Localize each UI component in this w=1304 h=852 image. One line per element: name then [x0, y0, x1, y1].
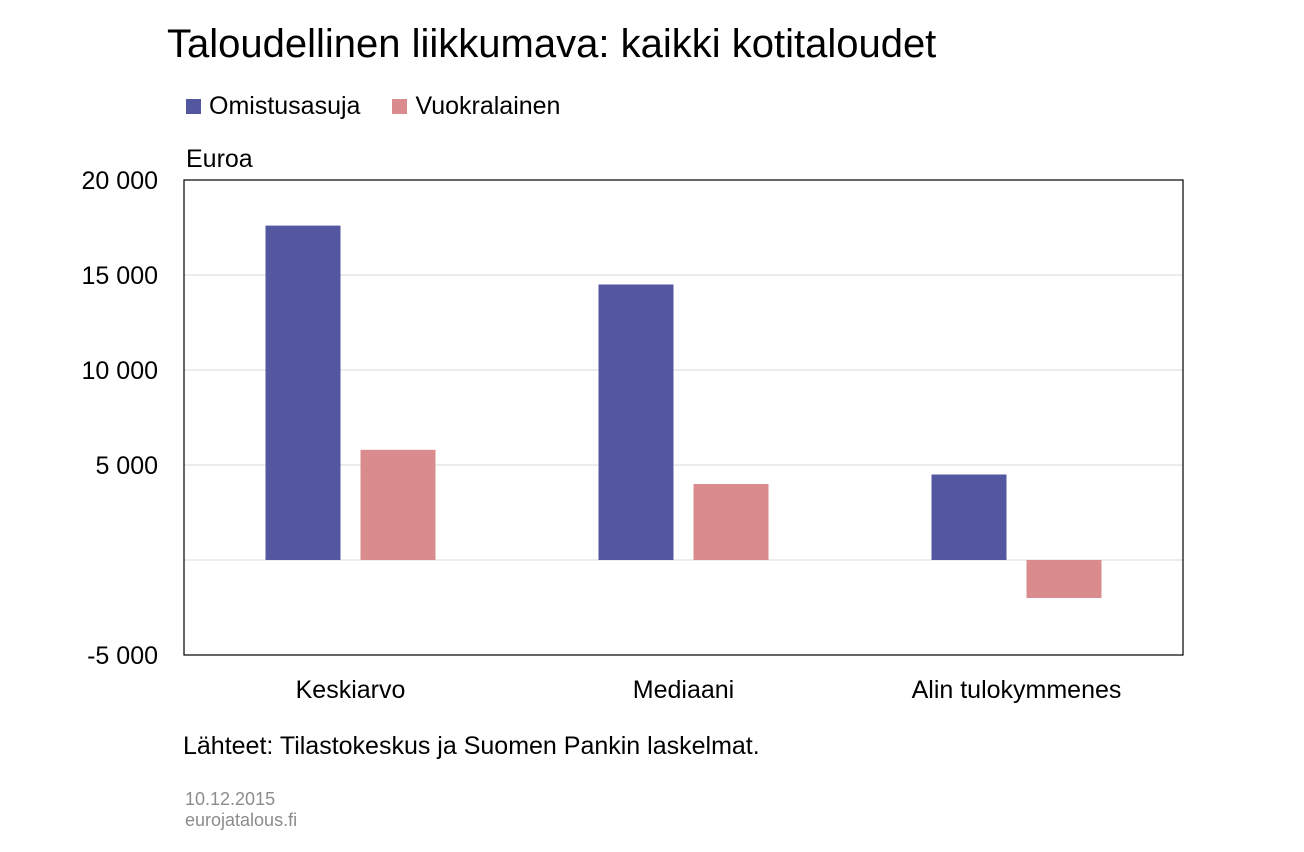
- bar-vuokralainen-0: [360, 449, 436, 560]
- x-tick-label: Mediaani: [633, 676, 734, 704]
- bar-omistusasuja-2: [931, 474, 1007, 560]
- legend-swatch-vuokralainen: [392, 99, 408, 114]
- bar-vuokralainen-2: [1026, 560, 1102, 598]
- chart-title: Taloudellinen liikkumava: kaikki kotital…: [167, 22, 937, 66]
- bar-omistusasuja-1: [598, 284, 674, 560]
- legend-item-omistusasuja: Omistusasuja: [186, 92, 360, 121]
- bar-vuokralainen-1: [693, 484, 769, 560]
- y-tick-label: 10 000: [82, 357, 158, 385]
- site-name: eurojatalous.fi: [185, 810, 298, 830]
- y-tick-label: 15 000: [82, 262, 158, 290]
- source-note: Lähteet: Tilastokeskus ja Suomen Pankin …: [183, 732, 760, 760]
- y-tick-label: -5 000: [87, 642, 158, 670]
- publish-date: 10.12.2015: [185, 789, 276, 809]
- plot-frame: [183, 179, 1184, 656]
- legend-swatch-omistusasuja: [186, 99, 201, 114]
- x-tick-label: Alin tulokymmenes: [912, 676, 1122, 704]
- legend-label-vuokralainen: Vuokralainen: [415, 92, 561, 120]
- bar-omistusasuja-0: [265, 225, 341, 560]
- legend: Omistusasuja Vuokralainen: [186, 92, 560, 121]
- legend-item-vuokralainen: Vuokralainen: [392, 92, 560, 121]
- x-tick-label: Keskiarvo: [296, 676, 406, 704]
- legend-label-omistusasuja: Omistusasuja: [209, 92, 361, 120]
- y-axis-unit-label: Euroa: [186, 145, 253, 173]
- y-tick-label: 20 000: [82, 167, 158, 195]
- y-tick-label: 5 000: [95, 452, 158, 480]
